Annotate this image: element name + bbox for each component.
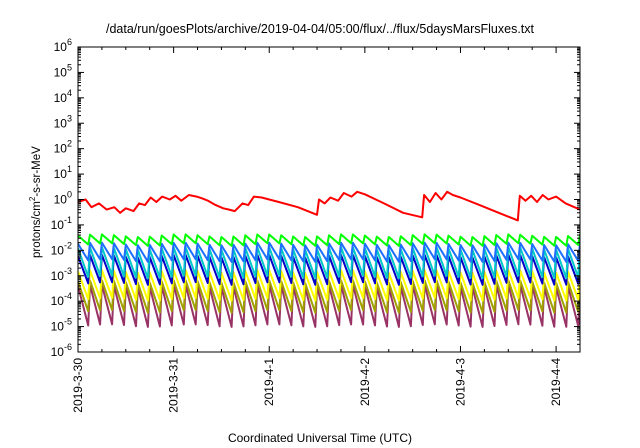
y-tick-label: 10-5: [51, 317, 72, 334]
y-tick-label: 10-2: [51, 240, 72, 257]
x-tick-label: 2019-3-31: [167, 358, 181, 413]
series-line: [78, 190, 580, 222]
x-tick-label: 2019-4-2: [358, 358, 372, 406]
y-tick-label: 102: [54, 139, 72, 156]
x-tick-label: 2019-3-30: [71, 358, 85, 413]
series-line: [78, 283, 580, 328]
series-line: [78, 233, 580, 247]
series-line: [78, 269, 580, 302]
chart-title: /data/run/goesPlots/archive/2019-04-04/0…: [105, 22, 534, 36]
y-tick-label: 105: [54, 62, 72, 79]
x-tick-label: 2019-4-3: [453, 358, 467, 406]
y-tick-label: 104: [54, 88, 72, 105]
series-layer: [78, 190, 580, 328]
series-line: [78, 241, 580, 263]
y-tick-label: 10-4: [51, 291, 72, 308]
series-line: [78, 246, 580, 280]
y-tick-label: 10-6: [51, 342, 72, 359]
y-tick-label: 103: [54, 113, 72, 130]
axis-layer: 10-6 10-5 10-4 10-3 10-2 10-1 100 101 102 103 104 1…: [51, 37, 580, 413]
x-tick-label: 2019-4-1: [262, 358, 276, 406]
y-tick-label: 106: [54, 37, 72, 54]
series-line: [78, 253, 580, 286]
x-axis-label: Coordinated Universal Time (UTC): [227, 431, 413, 445]
y-tick-label: 10-1: [51, 215, 72, 232]
y-tick-label: 100: [54, 190, 72, 207]
plot-frame: [77, 46, 581, 353]
y-tick-label: 10-3: [51, 266, 72, 283]
series-line: [78, 279, 580, 314]
x-tick-label: 2019-4-4: [549, 358, 563, 406]
y-tick-label: 101: [54, 164, 72, 181]
